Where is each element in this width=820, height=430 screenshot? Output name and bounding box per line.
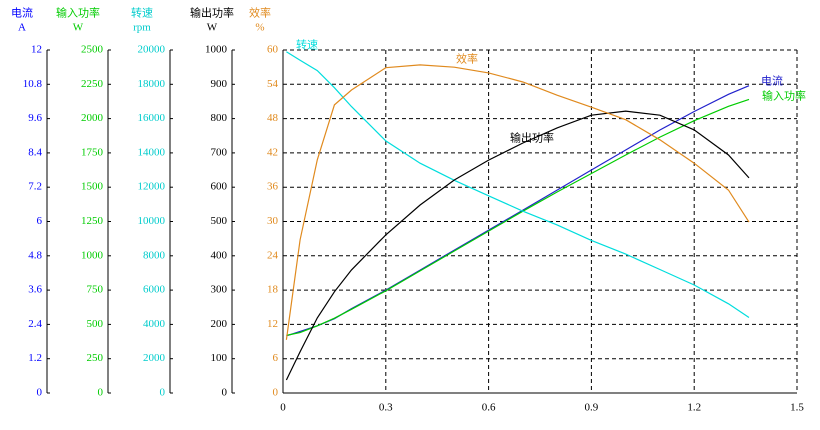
axis-title: 转速 <box>131 6 153 20</box>
axis-title: 输出功率 <box>190 6 234 20</box>
y-tick-label: 2.4 <box>28 318 42 330</box>
y-tick-label: 12000 <box>138 181 166 193</box>
series-line <box>286 98 750 336</box>
series-label: 输出功率 <box>510 131 554 145</box>
series-line <box>285 64 750 340</box>
y-tick-label: 750 <box>87 284 104 296</box>
y-tick-label: 10000 <box>138 215 166 227</box>
y-tick-label: 0 <box>222 387 228 399</box>
y-tick-label: 0 <box>37 387 43 399</box>
y-tick-label: 54 <box>267 78 279 90</box>
y-tick-label: 16000 <box>138 112 166 124</box>
y-tick-label: 6 <box>273 352 279 364</box>
series-line <box>286 51 750 318</box>
y-tick-label: 300 <box>211 284 228 296</box>
y-tick-label: 0 <box>98 387 104 399</box>
x-tick-label: 0 <box>280 402 286 414</box>
y-tick-label: 9.6 <box>28 112 42 124</box>
y-tick-label: 8000 <box>143 249 166 261</box>
y-tick-label: 0 <box>160 387 166 399</box>
y-tick-label: 36 <box>267 181 279 193</box>
y-tick-label: 7.2 <box>28 181 42 193</box>
series-label: 电流 <box>761 74 783 88</box>
x-tick-label: 0.9 <box>585 402 599 414</box>
y-tick-label: 6 <box>37 215 43 227</box>
series-line <box>285 110 750 381</box>
axis-unit: W <box>207 22 218 34</box>
y-tick-label: 1000 <box>81 249 104 261</box>
axis-title: 输入功率 <box>56 6 100 20</box>
y-tick-label: 2000 <box>143 352 166 364</box>
y-tick-label: 1500 <box>81 181 104 193</box>
axis-unit: W <box>73 22 84 34</box>
x-tick-label: 1.2 <box>687 402 701 414</box>
y-tick-label: 20000 <box>138 44 166 56</box>
y-tick-label: 500 <box>87 318 104 330</box>
y-tick-label: 2000 <box>81 112 104 124</box>
y-tick-label: 900 <box>211 78 228 90</box>
y-tick-label: 1.2 <box>28 352 42 364</box>
y-tick-label: 18000 <box>138 78 166 90</box>
y-tick-label: 14000 <box>138 146 166 158</box>
y-tick-label: 48 <box>267 112 279 124</box>
axis-unit: % <box>255 22 264 34</box>
y-tick-label: 8.4 <box>28 146 42 158</box>
y-tick-label: 6000 <box>143 284 166 296</box>
y-tick-label: 2500 <box>81 44 104 56</box>
y-tick-label: 4.8 <box>28 249 42 261</box>
y-tick-label: 10.8 <box>23 78 43 90</box>
y-tick-label: 60 <box>267 44 279 56</box>
y-tick-label: 1250 <box>81 215 104 227</box>
y-tick-label: 12 <box>267 318 278 330</box>
axis-title: 效率 <box>249 6 271 20</box>
axis-unit: rpm <box>133 22 151 34</box>
y-tick-label: 1750 <box>81 146 104 158</box>
y-tick-label: 3.6 <box>28 284 42 296</box>
x-tick-label: 0.6 <box>482 402 496 414</box>
y-tick-label: 400 <box>211 249 228 261</box>
x-tick-label: 0.3 <box>379 402 393 414</box>
y-tick-label: 0 <box>273 387 279 399</box>
y-tick-label: 250 <box>87 352 104 364</box>
y-tick-label: 2250 <box>81 78 104 90</box>
y-tick-label: 100 <box>211 352 228 364</box>
axis-unit: A <box>18 22 26 34</box>
y-tick-label: 200 <box>211 318 228 330</box>
y-tick-label: 800 <box>211 112 228 124</box>
y-tick-label: 24 <box>267 249 279 261</box>
series-label: 输入功率 <box>762 89 806 103</box>
y-tick-label: 30 <box>267 215 279 227</box>
series-label: 效率 <box>456 52 478 66</box>
y-tick-label: 18 <box>267 284 279 296</box>
series-label: 转速 <box>296 38 318 52</box>
y-tick-label: 1000 <box>205 44 228 56</box>
y-tick-label: 700 <box>211 146 228 158</box>
x-tick-label: 1.5 <box>790 402 804 414</box>
axis-title: 电流 <box>11 6 33 20</box>
y-tick-label: 600 <box>211 181 228 193</box>
y-tick-label: 500 <box>211 215 228 227</box>
y-tick-label: 4000 <box>143 318 166 330</box>
y-tick-label: 12 <box>31 44 42 56</box>
y-tick-label: 42 <box>267 146 278 158</box>
